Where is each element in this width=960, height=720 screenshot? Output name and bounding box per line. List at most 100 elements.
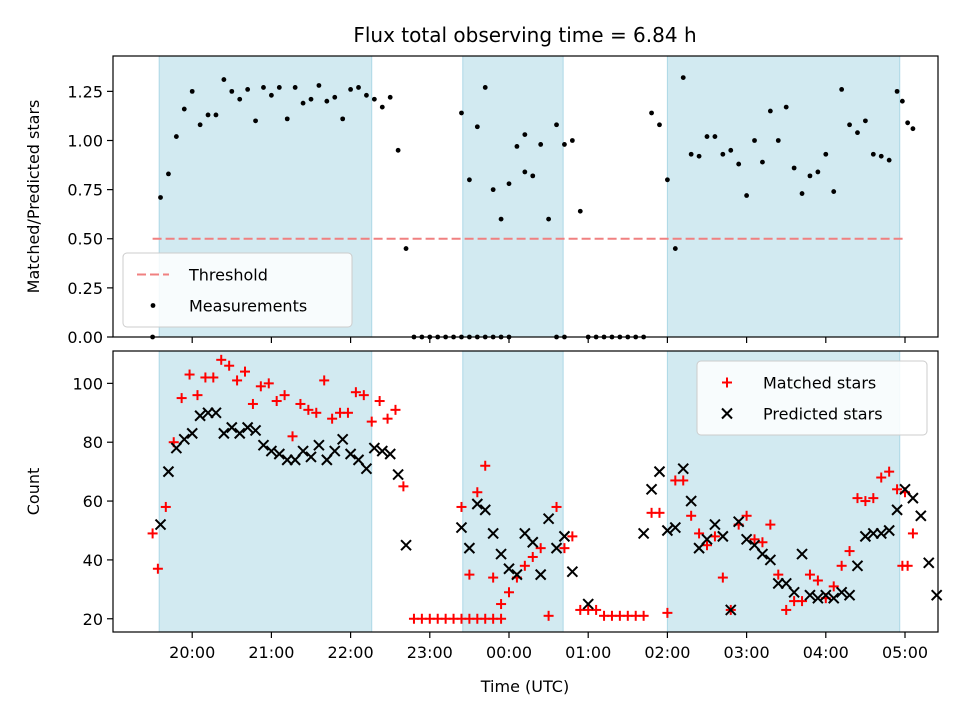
data-point-dot <box>546 216 551 222</box>
x-stroke-b <box>828 592 840 604</box>
data-point-plus <box>804 569 815 580</box>
data-point-plus <box>176 393 187 404</box>
x-stroke-b <box>859 530 872 543</box>
x-tick-label: 01:00 <box>565 643 611 662</box>
data-point-dot <box>253 118 258 124</box>
data-point-dot <box>340 116 346 122</box>
upper-panel: 0.00 0.25 0.50 0.75 1.00 1.25 Matched/Predicte… <box>24 55 939 347</box>
x-stroke-b <box>661 524 674 537</box>
data-point-dot <box>791 165 797 171</box>
data-point-plus <box>263 378 274 389</box>
data-point-x <box>352 454 365 466</box>
data-point-x <box>194 410 206 422</box>
x-stroke-b <box>313 439 325 451</box>
data-point-x <box>550 542 563 554</box>
data-point-dot <box>237 96 243 102</box>
data-point-x <box>923 557 935 569</box>
data-point-x <box>780 577 792 590</box>
data-point-dot <box>284 116 290 122</box>
data-point-x <box>891 504 903 516</box>
data-point-plus <box>527 551 538 562</box>
data-point-x <box>542 513 555 525</box>
data-point-x <box>875 527 887 540</box>
x-stroke-b <box>835 586 848 598</box>
data-point-plus <box>638 610 649 621</box>
data-point-x <box>558 530 571 543</box>
x-stroke-b <box>709 518 721 531</box>
data-point-x <box>400 539 412 551</box>
data-point-dot <box>205 112 211 118</box>
data-point-dot <box>371 96 377 102</box>
data-point-x <box>265 445 278 457</box>
x-stroke-b <box>384 448 396 460</box>
data-point-dot <box>760 159 765 165</box>
data-point-dot <box>292 85 298 90</box>
x-stroke-b <box>796 548 808 560</box>
data-point-plus <box>464 569 475 580</box>
data-point-plus <box>654 507 665 518</box>
data-point-x <box>645 483 658 496</box>
data-point-plus <box>678 475 689 486</box>
data-point-plus <box>902 560 913 571</box>
chart-title: Flux total observing time = 6.84 h <box>353 23 696 47</box>
x-stroke-b <box>265 445 278 457</box>
data-point-dot <box>324 98 330 104</box>
data-point-plus <box>350 387 361 398</box>
data-point-x <box>740 533 753 546</box>
x-stroke-b <box>693 542 705 554</box>
data-point-plus <box>160 501 171 512</box>
x-tick-label: 22:00 <box>328 643 374 662</box>
data-point-dot <box>379 104 385 110</box>
data-point-x <box>709 518 721 531</box>
data-point-dot <box>649 110 654 116</box>
shaded-interval <box>462 55 564 338</box>
x-tick-label: 23:00 <box>407 643 453 662</box>
data-point-plus <box>287 431 298 442</box>
data-point-x <box>495 548 507 560</box>
data-point-dot <box>173 134 179 139</box>
data-point-x <box>162 465 175 478</box>
data-point-plus <box>781 604 792 615</box>
data-point-dot <box>783 104 789 110</box>
x-stroke-b <box>637 527 650 540</box>
data-point-plus <box>152 563 163 574</box>
data-point-x <box>321 454 333 466</box>
x-stroke-b <box>455 521 468 534</box>
x-stroke-b <box>843 589 856 601</box>
data-point-plus <box>398 481 409 492</box>
y-tick-label: 1.00 <box>67 131 103 150</box>
data-point-plus <box>184 369 195 380</box>
data-point-dot <box>269 92 274 98</box>
x-stroke-b <box>471 498 484 510</box>
data-point-dot <box>807 173 813 179</box>
x-stroke-b <box>392 468 404 481</box>
data-point-plus <box>686 510 697 521</box>
legend: Matched stars Predicted stars <box>696 360 928 436</box>
x-stroke-b <box>297 445 309 457</box>
data-point-x <box>305 451 317 463</box>
data-point-plus <box>765 519 776 530</box>
data-point-dot <box>459 110 464 116</box>
data-point-plus <box>543 610 554 621</box>
data-point-x <box>455 521 468 534</box>
y-tick-label: 1.25 <box>67 82 103 101</box>
x-stroke-b <box>257 439 270 451</box>
data-point-x <box>226 421 238 434</box>
x-stroke-b <box>542 513 555 525</box>
data-point-plus <box>812 575 823 586</box>
x-stroke-b <box>519 527 531 540</box>
data-point-plus <box>694 528 705 539</box>
data-point-dot <box>863 118 868 124</box>
data-point-x <box>218 427 230 440</box>
x-stroke-b <box>495 548 507 560</box>
x-stroke-b <box>566 565 579 578</box>
data-point-dot <box>775 138 781 143</box>
data-point-dot <box>506 181 512 187</box>
data-point-dot <box>562 142 567 147</box>
x-stroke-b <box>241 421 254 434</box>
x-stroke-b <box>352 454 365 466</box>
x-stroke-b <box>162 465 175 478</box>
data-point-dot <box>150 303 156 308</box>
data-point-dot <box>657 122 662 128</box>
x-stroke-b <box>740 533 753 546</box>
